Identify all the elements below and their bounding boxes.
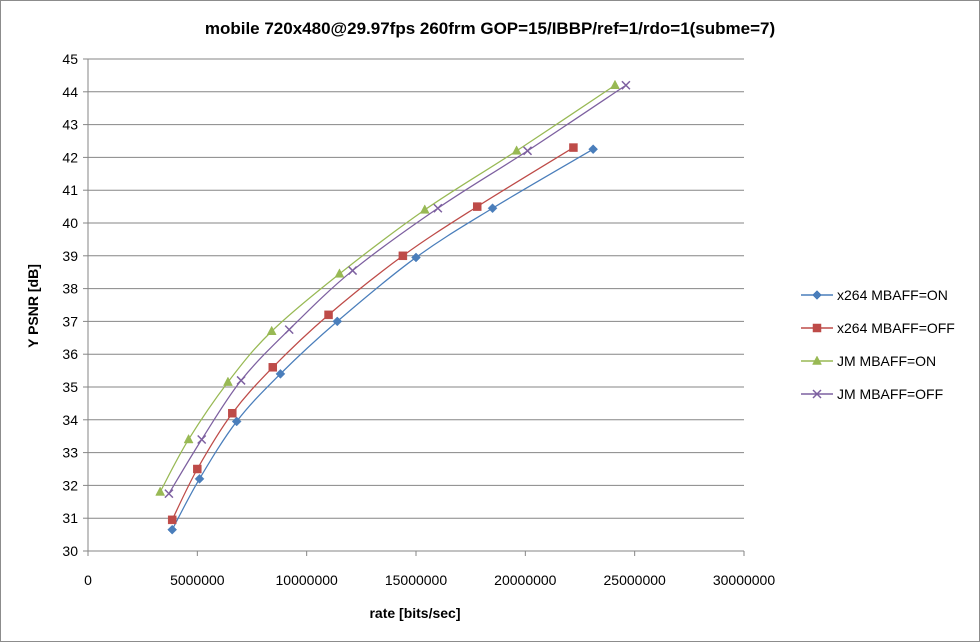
data-point-diamond xyxy=(411,252,421,263)
y-tick-label: 43 xyxy=(62,117,78,133)
legend-marker-square xyxy=(812,323,822,333)
data-point-x xyxy=(348,266,358,276)
legend-label: JM MBAFF=OFF xyxy=(837,386,943,402)
data-point-triangle xyxy=(223,376,233,386)
series-square xyxy=(167,143,578,525)
data-point-diamond xyxy=(275,369,286,379)
data-point-triangle xyxy=(419,204,430,214)
chart-title: mobile 720x480@29.97fps 260frm GOP=15/IB… xyxy=(205,19,775,38)
legend-marker-x xyxy=(812,389,822,399)
y-tick-label: 36 xyxy=(62,346,78,362)
y-tick-label: 33 xyxy=(62,445,78,461)
axes: 30 31 32 33 34 35 36 37 38 39 40 41 42 43 44 45 0 5000000… xyxy=(62,51,775,588)
x-tick-label: 25000000 xyxy=(604,572,667,588)
y-tick-label: 42 xyxy=(62,149,78,165)
legend-entry: x264 MBAFF=ON xyxy=(801,287,948,303)
data-point-square xyxy=(268,363,278,372)
data-point-triangle xyxy=(334,268,345,278)
x-tick-label: 10000000 xyxy=(276,572,339,588)
data-point-x xyxy=(236,375,246,385)
y-tick-label: 39 xyxy=(62,248,78,264)
y-tick-label: 38 xyxy=(62,281,78,297)
data-point-triangle xyxy=(183,433,194,444)
x-tick-label: 0 xyxy=(84,572,92,588)
data-point-x xyxy=(164,489,174,499)
legend: x264 MBAFF=ON x264 MBAFF=OFF JM MBAFF=ON JM… xyxy=(801,287,955,402)
legend-entry: JM MBAFF=OFF xyxy=(801,386,943,402)
series-triangle xyxy=(155,79,620,496)
series-line xyxy=(168,84,627,494)
series-layer xyxy=(155,79,631,535)
series-line xyxy=(171,148,594,530)
series-diamond xyxy=(167,144,598,535)
legend-entry: JM MBAFF=ON xyxy=(801,353,936,369)
x-axis-title: rate [bits/sec] xyxy=(369,605,460,621)
data-point-x xyxy=(433,203,443,213)
data-point-square xyxy=(228,408,237,418)
data-point-x xyxy=(621,80,631,90)
data-point-diamond xyxy=(487,203,498,214)
series-x xyxy=(164,80,631,499)
y-axis-title: Y PSNR [dB] xyxy=(25,264,41,348)
y-tick-label: 45 xyxy=(62,51,78,67)
data-point-diamond xyxy=(231,416,242,427)
legend-marker-triangle xyxy=(812,355,822,365)
data-point-diamond xyxy=(167,524,178,535)
legend-label: JM MBAFF=ON xyxy=(837,353,936,369)
y-tick-label: 32 xyxy=(62,477,78,493)
y-tick-label: 30 xyxy=(62,543,78,559)
y-tick-label: 40 xyxy=(62,215,78,231)
legend-marker-diamond xyxy=(812,290,822,300)
data-point-diamond xyxy=(332,316,343,327)
data-point-triangle xyxy=(266,325,277,335)
x-tick-label: 15000000 xyxy=(385,572,448,588)
x-tick-label: 20000000 xyxy=(494,572,557,588)
y-tick-label: 41 xyxy=(62,182,78,198)
y-tick-label: 35 xyxy=(62,379,78,395)
y-tick-label: 37 xyxy=(62,313,78,329)
legend-entry: x264 MBAFF=OFF xyxy=(801,320,955,336)
legend-label: x264 MBAFF=ON xyxy=(837,287,948,303)
data-point-square xyxy=(398,251,408,261)
data-point-x xyxy=(197,434,207,445)
data-point-triangle xyxy=(155,486,166,496)
data-point-square xyxy=(569,143,578,152)
data-point-x xyxy=(284,325,294,335)
gridlines xyxy=(88,58,744,552)
x-tick-label: 30000000 xyxy=(713,572,776,588)
y-tick-label: 34 xyxy=(62,412,78,428)
legend-label: x264 MBAFF=OFF xyxy=(837,320,955,336)
series-line xyxy=(171,147,574,521)
x-tick-label: 5000000 xyxy=(170,572,225,588)
y-tick-label: 44 xyxy=(62,84,78,100)
data-point-triangle xyxy=(511,145,522,155)
data-point-diamond xyxy=(588,144,598,155)
data-point-x xyxy=(522,146,533,156)
data-point-square xyxy=(167,515,177,525)
data-point-square xyxy=(193,464,202,474)
y-tick-label: 31 xyxy=(62,510,78,526)
data-point-square xyxy=(324,310,333,320)
data-point-diamond xyxy=(194,473,205,484)
data-point-square xyxy=(472,202,482,211)
data-point-triangle xyxy=(610,79,620,89)
